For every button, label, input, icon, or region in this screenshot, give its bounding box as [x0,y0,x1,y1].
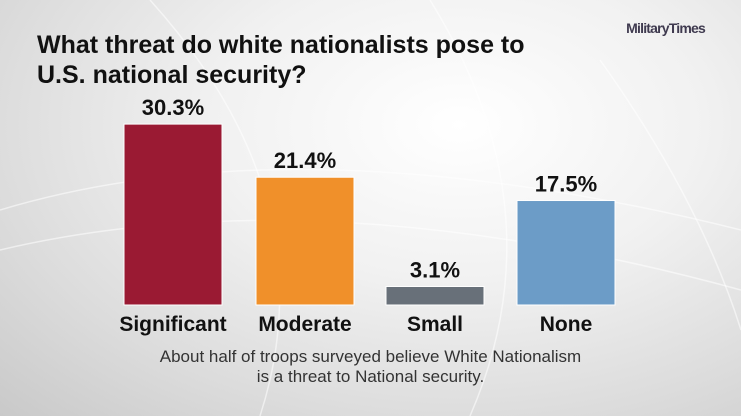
chart-caption-line-2: is a threat to National security. [256,367,485,386]
bar-small [385,285,485,306]
chart-caption-line-1: About half of troops surveyed believe Wh… [159,347,582,366]
chart-title-line-1: What threat do white nationalists pose t… [37,31,525,59]
value-label-small: 3.1% [410,257,460,282]
category-label-small: Small [407,313,463,336]
value-label-significant: 30.3% [142,95,204,120]
military-times-logo: MilitaryTimes [626,20,706,36]
bar-moderate [255,176,355,306]
category-label-moderate: Moderate [258,313,351,336]
chart-title: What threat do white nationalists pose t… [37,30,597,90]
chart-title-line-2: U.S. national security? [37,61,307,89]
bar-significant [123,123,223,306]
bar-none [516,200,616,306]
category-label-none: None [540,313,593,336]
value-label-none: 17.5% [535,172,597,197]
chart-caption: About half of troops surveyed believe Wh… [0,347,741,387]
category-label-significant: Significant [119,313,226,336]
value-label-moderate: 21.4% [274,148,336,173]
